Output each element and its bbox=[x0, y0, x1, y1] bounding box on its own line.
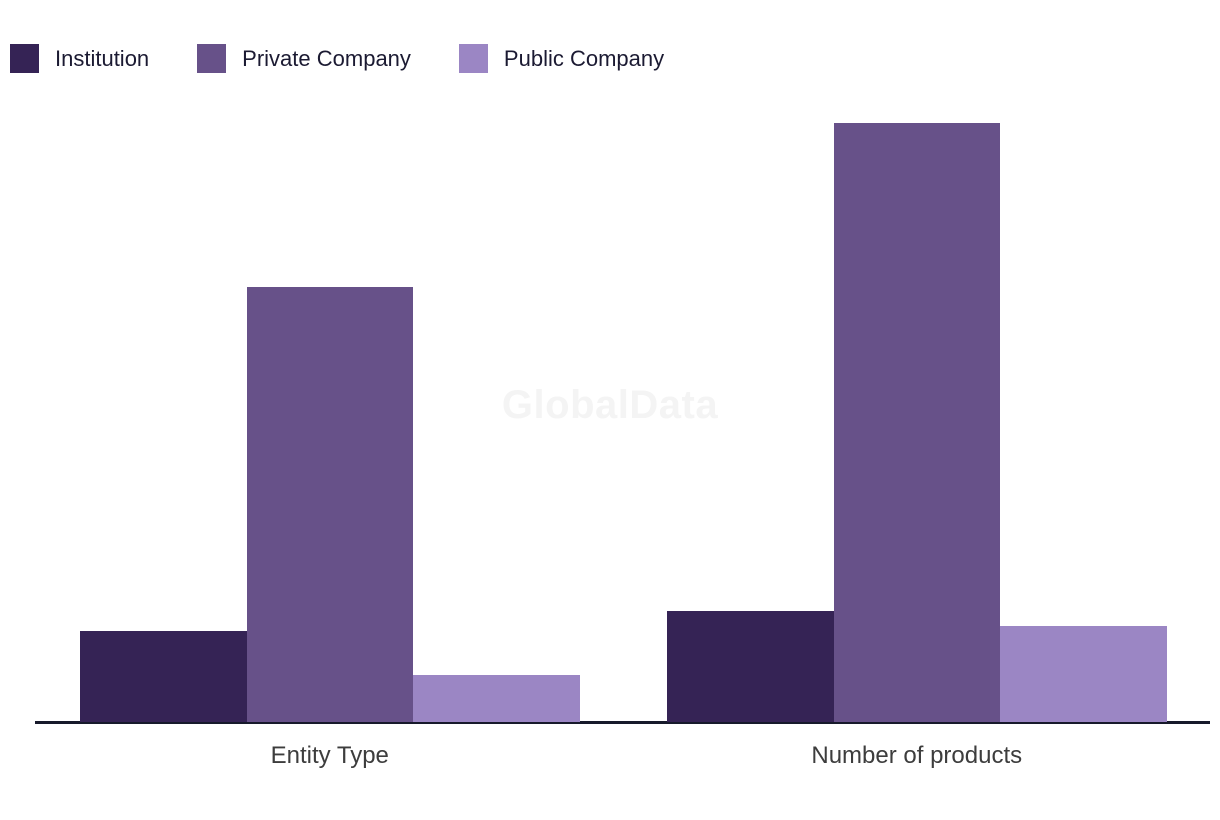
legend: Institution Private Company Public Company bbox=[10, 44, 664, 73]
legend-swatch bbox=[197, 44, 227, 73]
bar-number-of-products-private-company bbox=[833, 123, 1000, 722]
legend-swatch bbox=[458, 44, 488, 73]
bar-entity-type-public-company bbox=[413, 675, 580, 722]
legend-item: Private Company bbox=[197, 44, 411, 73]
category-label: Number of products bbox=[811, 742, 1023, 769]
bar-number-of-products-public-company bbox=[1000, 626, 1167, 722]
bar-entity-type-private-company bbox=[246, 287, 413, 722]
legend-label: Institution bbox=[55, 46, 150, 71]
x-axis-line bbox=[35, 721, 1210, 724]
legend-item: Public Company bbox=[458, 44, 665, 73]
bar-entity-type-institution bbox=[80, 631, 247, 722]
legend-item: Institution bbox=[10, 44, 149, 73]
legend-label: Public Company bbox=[503, 46, 665, 71]
legend-swatch bbox=[10, 44, 39, 73]
bar-number-of-products-institution bbox=[667, 611, 834, 722]
legend-label: Private Company bbox=[242, 46, 411, 71]
category-label: Entity Type bbox=[270, 742, 389, 769]
